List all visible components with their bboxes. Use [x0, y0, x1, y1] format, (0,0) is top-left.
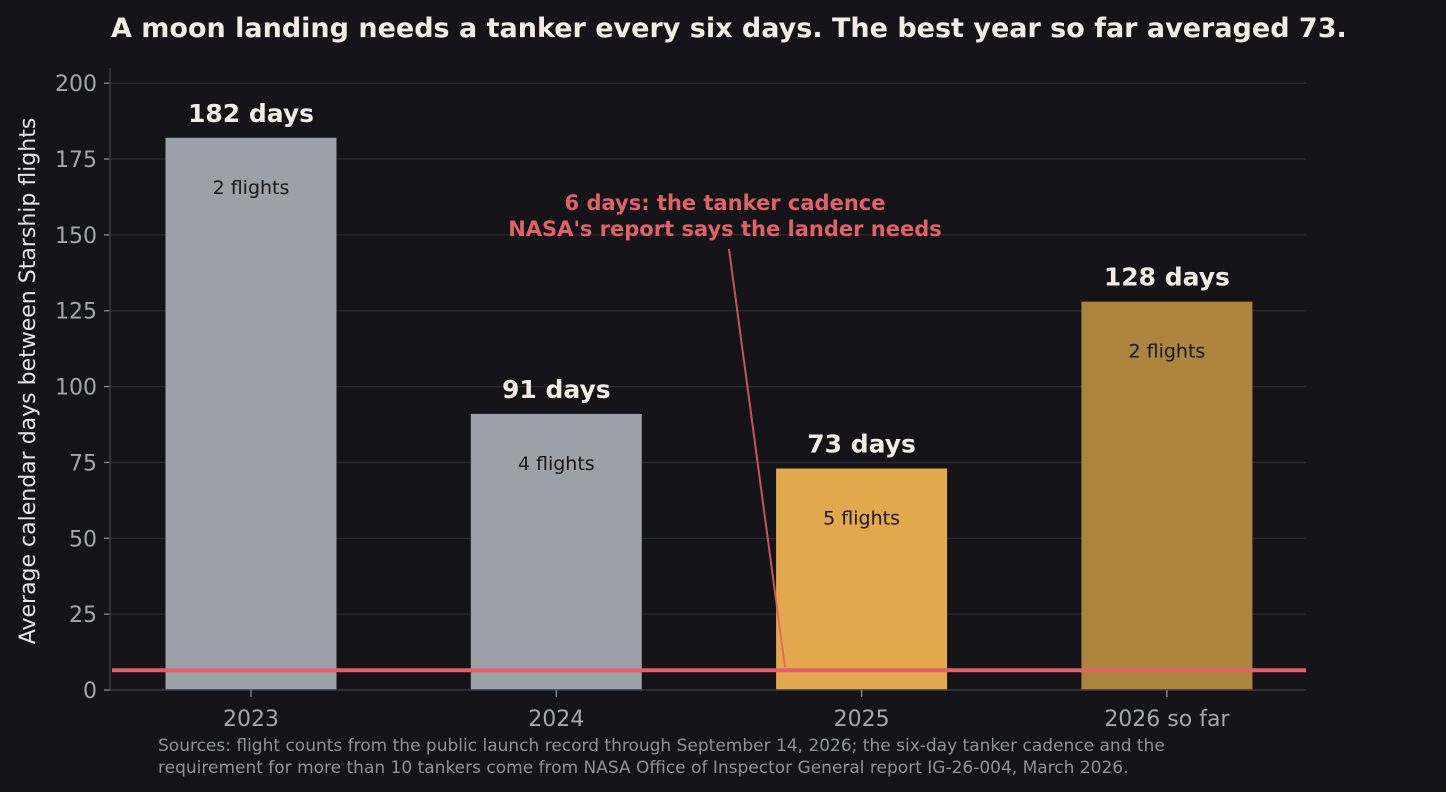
- value-label-2: 73 days: [807, 430, 916, 459]
- flight-count-label-2: 5 flights: [823, 508, 900, 530]
- y-tick-label-125: 125: [55, 300, 97, 325]
- chart-title: A moon landing needs a tanker every six …: [111, 13, 1347, 44]
- bar-2024: [470, 413, 642, 690]
- bar-2025: [776, 468, 948, 690]
- value-label-0: 182 days: [188, 99, 314, 128]
- x-tick-label-2023: 2023: [223, 707, 279, 732]
- flight-count-label-1: 4 flights: [518, 453, 595, 475]
- axes: 0 25 50 75 100 125 150 175 200 2023 2024 2025 2026 s…: [55, 68, 1306, 732]
- y-tick-label-175: 175: [55, 148, 97, 173]
- y-tick-label-100: 100: [55, 376, 97, 401]
- flight-count-label-3: 2 flights: [1128, 341, 1205, 363]
- y-tick-label-200: 200: [55, 72, 97, 97]
- bars: [165, 137, 1253, 690]
- x-tick-label-2025: 2025: [834, 707, 890, 732]
- value-label-1: 91 days: [502, 375, 611, 404]
- bar-2023: [165, 137, 337, 690]
- reference-annotation-line-2: NASA's report says the lander needs: [508, 217, 942, 241]
- y-tick-label-150: 150: [55, 224, 97, 249]
- source-note-line-2: requirement for more than 10 tankers com…: [158, 758, 1129, 778]
- reference-annotation-line-1: 6 days: the tanker cadence: [565, 191, 886, 215]
- y-tick-label-75: 75: [69, 451, 97, 476]
- reference-annotation-pointer: [728, 248, 786, 668]
- value-label-3: 128 days: [1104, 263, 1230, 292]
- bar-2026-so-far: [1081, 301, 1253, 690]
- y-tick-label-50: 50: [69, 527, 97, 552]
- flight-count-label-0: 2 flights: [213, 177, 290, 199]
- data-labels: 182 days 2 flights 91 days 4 flights 73 days…: [188, 99, 1230, 530]
- y-tick-label-25: 25: [69, 603, 97, 628]
- x-tick-label-2024: 2024: [528, 707, 584, 732]
- x-tick-label-2026-so-far: 2026 so far: [1104, 707, 1230, 732]
- y-tick-label-0: 0: [83, 679, 97, 704]
- source-note-line-1: Sources: flight counts from the public l…: [158, 736, 1165, 756]
- y-axis-label: Average calendar days between Starship f…: [16, 118, 41, 645]
